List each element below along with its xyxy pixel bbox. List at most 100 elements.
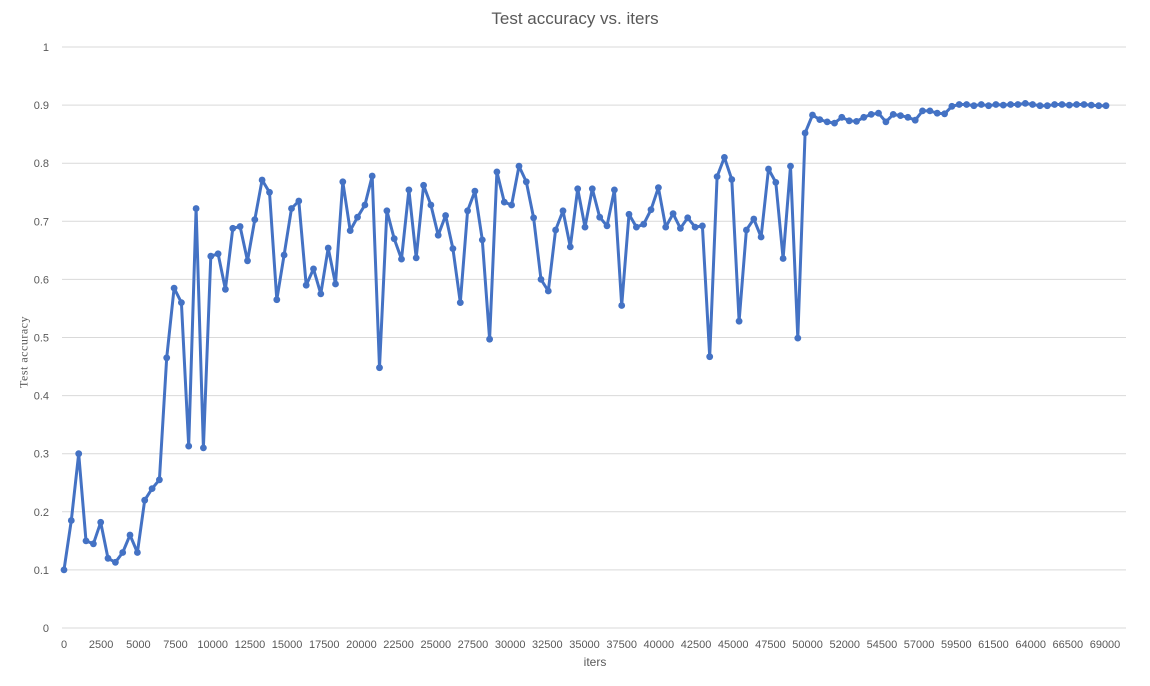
data-point [170,284,178,292]
data-point [82,537,90,545]
data-point [537,276,545,283]
data-point [603,222,611,230]
data-point [376,364,383,372]
data-point [911,116,919,124]
data-point [302,281,310,289]
data-point [310,265,317,273]
data-point [867,111,875,118]
data-point [588,185,596,193]
data-point [735,317,743,325]
data-point [1102,102,1110,110]
x-tick-label: 54500 [867,639,898,651]
data-point [1021,100,1029,107]
data-point [500,198,508,206]
data-point [493,168,501,176]
data-point [684,214,692,222]
data-point [332,280,339,288]
data-point [596,213,604,221]
x-tick-label: 15000 [272,639,303,651]
series-points [60,100,1110,574]
data-point [544,287,552,295]
data-point [244,257,251,265]
data-point [1051,101,1058,108]
data-point [787,162,794,170]
data-point [1029,101,1036,108]
data-point [838,113,846,121]
data-point [60,566,68,574]
data-point [1065,101,1073,109]
data-point [669,210,677,218]
data-point [706,353,714,361]
data-point [90,540,97,548]
data-point [655,184,662,192]
data-point [251,216,259,224]
data-point [456,299,464,306]
x-tick-label: 47500 [755,639,786,651]
data-point [772,179,780,186]
x-tick-label: 12500 [235,639,266,651]
data-point [508,201,515,209]
data-point [383,207,391,215]
data-point [581,223,589,231]
data-point [119,549,127,556]
x-tick-label: 32500 [532,639,563,651]
data-point [192,205,200,212]
y-tick-label: 0.6 [34,274,49,286]
data-point [442,212,449,219]
data-point [339,178,347,186]
data-point [1014,101,1022,108]
data-point [640,220,648,228]
data-point [266,188,273,196]
data-point [141,496,149,504]
y-tick-label: 0.2 [34,507,49,519]
data-point [941,110,948,118]
data-point [515,162,523,170]
y-tick-label: 0.8 [34,158,49,170]
data-point [801,129,809,137]
data-point [919,107,926,115]
x-tick-labels: 0 2500 5000 7500 10000 12500 15000 17500 20000 22… [61,639,1120,651]
y-tick-labels: 0 0.1 0.2 0.3 0.4 0.5 0.6 0.7 0.8 0.9 1 [34,42,49,635]
data-point [324,244,332,252]
data-point [816,116,824,123]
x-tick-label: 45000 [718,639,749,651]
x-tick-label: 2500 [89,639,113,651]
x-tick-label: 0 [61,639,67,651]
data-point [889,111,897,118]
data-point [750,215,758,223]
x-tick-label: 42500 [681,639,712,651]
data-point [823,118,831,126]
data-point [412,254,420,262]
x-tick-label: 59500 [941,639,972,651]
data-point [662,223,670,231]
x-tick-label: 7500 [163,639,187,651]
x-tick-label: 57000 [904,639,935,651]
data-point [346,227,354,235]
data-point [853,118,860,125]
data-point [743,226,750,234]
data-point [67,517,75,524]
data-point [464,207,471,215]
x-tick-label: 37500 [606,639,637,651]
data-point [97,518,105,526]
data-point [728,176,736,183]
y-tick-label: 0.1 [34,565,49,577]
y-axis-title: Test accuracy [16,316,31,388]
data-point [926,107,934,115]
data-point [471,187,479,195]
data-point [361,201,369,209]
x-tick-label: 40000 [644,639,675,651]
x-tick-label: 5000 [126,639,150,651]
x-tick-label: 27500 [458,639,489,651]
data-point [530,214,537,222]
data-point [713,173,721,181]
x-tick-label: 69000 [1090,639,1121,651]
data-point [295,197,303,205]
data-point [478,236,486,244]
y-tick-label: 0.9 [34,100,49,112]
data-point [156,476,163,484]
data-point [390,235,398,243]
y-tick-label: 1 [43,42,49,54]
data-point [860,113,868,121]
data-point [882,118,890,126]
